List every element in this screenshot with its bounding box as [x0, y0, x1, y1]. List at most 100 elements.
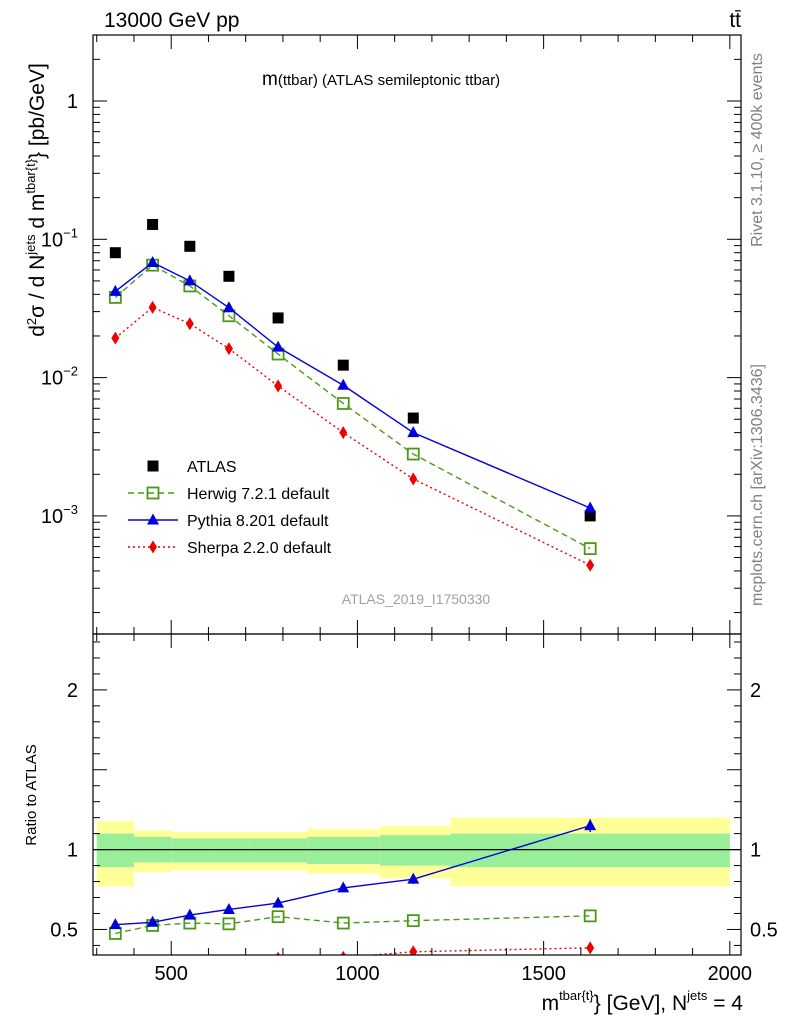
main-series [108, 218, 597, 572]
stat-uncertainty-band [379, 835, 451, 866]
legend-entry: Herwig 7.2.1 default [128, 486, 330, 503]
stat-uncertainty-band [208, 838, 250, 863]
data-point [185, 317, 194, 331]
ratio-point [583, 909, 597, 923]
legend-entry: Pythia 8.201 default [128, 513, 329, 530]
data-point [337, 378, 350, 390]
plot-title-main: m [262, 69, 278, 90]
ratio-point [146, 915, 159, 927]
ratio-y-tick-label-right: 0.5 [750, 919, 778, 941]
data-point [339, 426, 348, 440]
data-point [584, 510, 596, 522]
data-point [406, 447, 420, 461]
ratio-y-tick-label: 2 [67, 680, 78, 702]
data-point [223, 270, 235, 282]
mcplots-label: mcplots.cern.ch [arXiv:1306.3436] [749, 364, 766, 606]
legend-label: Sherpa 2.2.0 default [187, 540, 332, 557]
ratio-point [407, 872, 420, 884]
legend-marker [147, 513, 159, 525]
ratio-point [111, 964, 119, 977]
ratio-point [228, 954, 229, 955]
plot-title: m(ttbar) (ATLAS semileptonic ttbar) [262, 69, 500, 90]
ratio-point [586, 941, 595, 955]
data-point [224, 342, 233, 356]
x-axis-label: mtbar{t}} [GeV], Njets = 4 [542, 988, 744, 1015]
ratio-series-sherpa [111, 941, 595, 977]
ratio-series-herwig [108, 909, 597, 940]
stat-uncertainty-band [171, 838, 209, 863]
ratio-y-axis-label: Ratio to ATLAS [23, 744, 40, 845]
x-tick-label: 1000 [335, 963, 380, 985]
data-point [336, 397, 350, 410]
ratio-line [115, 824, 591, 926]
legend-marker [146, 486, 160, 500]
axes: 500 1000 1500 2000 1 10−1 10−2 10−3 0.5 0.5 1 1 2 2 [41, 34, 778, 985]
ratio-point [409, 945, 418, 955]
legend-entry: ATLAS [147, 459, 237, 476]
stat-uncertainty-band [450, 833, 730, 868]
data-point [148, 300, 157, 314]
stat-uncertainty-band [249, 838, 308, 863]
y-tick-label: 10−1 [41, 225, 78, 251]
ratio-series [108, 819, 597, 977]
legend-marker [149, 540, 157, 554]
data-point [409, 472, 418, 486]
x-tick-label: 500 [155, 963, 188, 985]
y-tick-label: 10−2 [41, 364, 78, 390]
data-point [109, 284, 122, 296]
ratio-point [222, 917, 236, 931]
plot-title-sub: (ttbar) [278, 72, 318, 89]
ratio-y-tick-label: 0.5 [50, 919, 78, 941]
analysis-label: ATLAS_2019_I1750330 [342, 591, 491, 607]
ratio-point [222, 902, 235, 914]
ratio-point [183, 908, 196, 920]
series-line [114, 261, 591, 509]
stat-uncertainty-band [96, 833, 134, 868]
data-point [583, 542, 597, 556]
data-point [183, 274, 196, 286]
series-herwig [108, 258, 597, 556]
plot-title-rest: (ATLAS semileptonic ttbar) [318, 72, 500, 89]
data-point [109, 247, 121, 259]
data-point [584, 501, 597, 513]
stat-uncertainty-band [307, 836, 380, 864]
data-point [337, 359, 349, 371]
ratio-point [584, 819, 597, 831]
data-point [147, 218, 159, 230]
series-sherpa [111, 300, 595, 572]
ratio-y-tick-label: 1 [67, 840, 78, 862]
legend-marker [147, 460, 159, 472]
ratio-point [109, 918, 122, 930]
ratio-point [276, 951, 281, 955]
series-line [114, 264, 591, 550]
ratio-point [336, 916, 350, 930]
data-point [111, 331, 120, 345]
ratio-point [337, 881, 350, 893]
series-atlas [109, 218, 596, 522]
data-point [586, 558, 595, 572]
data-point [274, 379, 283, 393]
x-tick-label: 2000 [708, 963, 753, 985]
data-point [407, 412, 419, 424]
ratio-y-tick-label-right: 2 [750, 680, 761, 702]
process-label: tt̄ [729, 9, 741, 32]
ratio-point [272, 896, 285, 908]
legend-label: Pythia 8.201 default [187, 513, 329, 530]
data-point [407, 426, 420, 438]
legend-label: ATLAS [187, 459, 237, 476]
ratio-frame [92, 633, 742, 956]
y-tick-label: 10−3 [41, 502, 78, 528]
data-point [272, 312, 284, 324]
data-point [272, 340, 285, 352]
ratio-point [406, 914, 420, 928]
legend: ATLAS Herwig 7.2.1 default Pythia 8.201 de… [128, 459, 332, 557]
y-tick-label: 1 [67, 91, 78, 113]
ratio-point [271, 910, 285, 924]
energy-label: 13000 GeV pp [104, 9, 239, 32]
data-point [222, 301, 235, 313]
data-point [146, 255, 159, 267]
x-tick-label: 1500 [521, 963, 566, 985]
ratio-series-pythia [109, 819, 597, 930]
data-point [184, 240, 196, 252]
ratio-point [340, 950, 346, 955]
